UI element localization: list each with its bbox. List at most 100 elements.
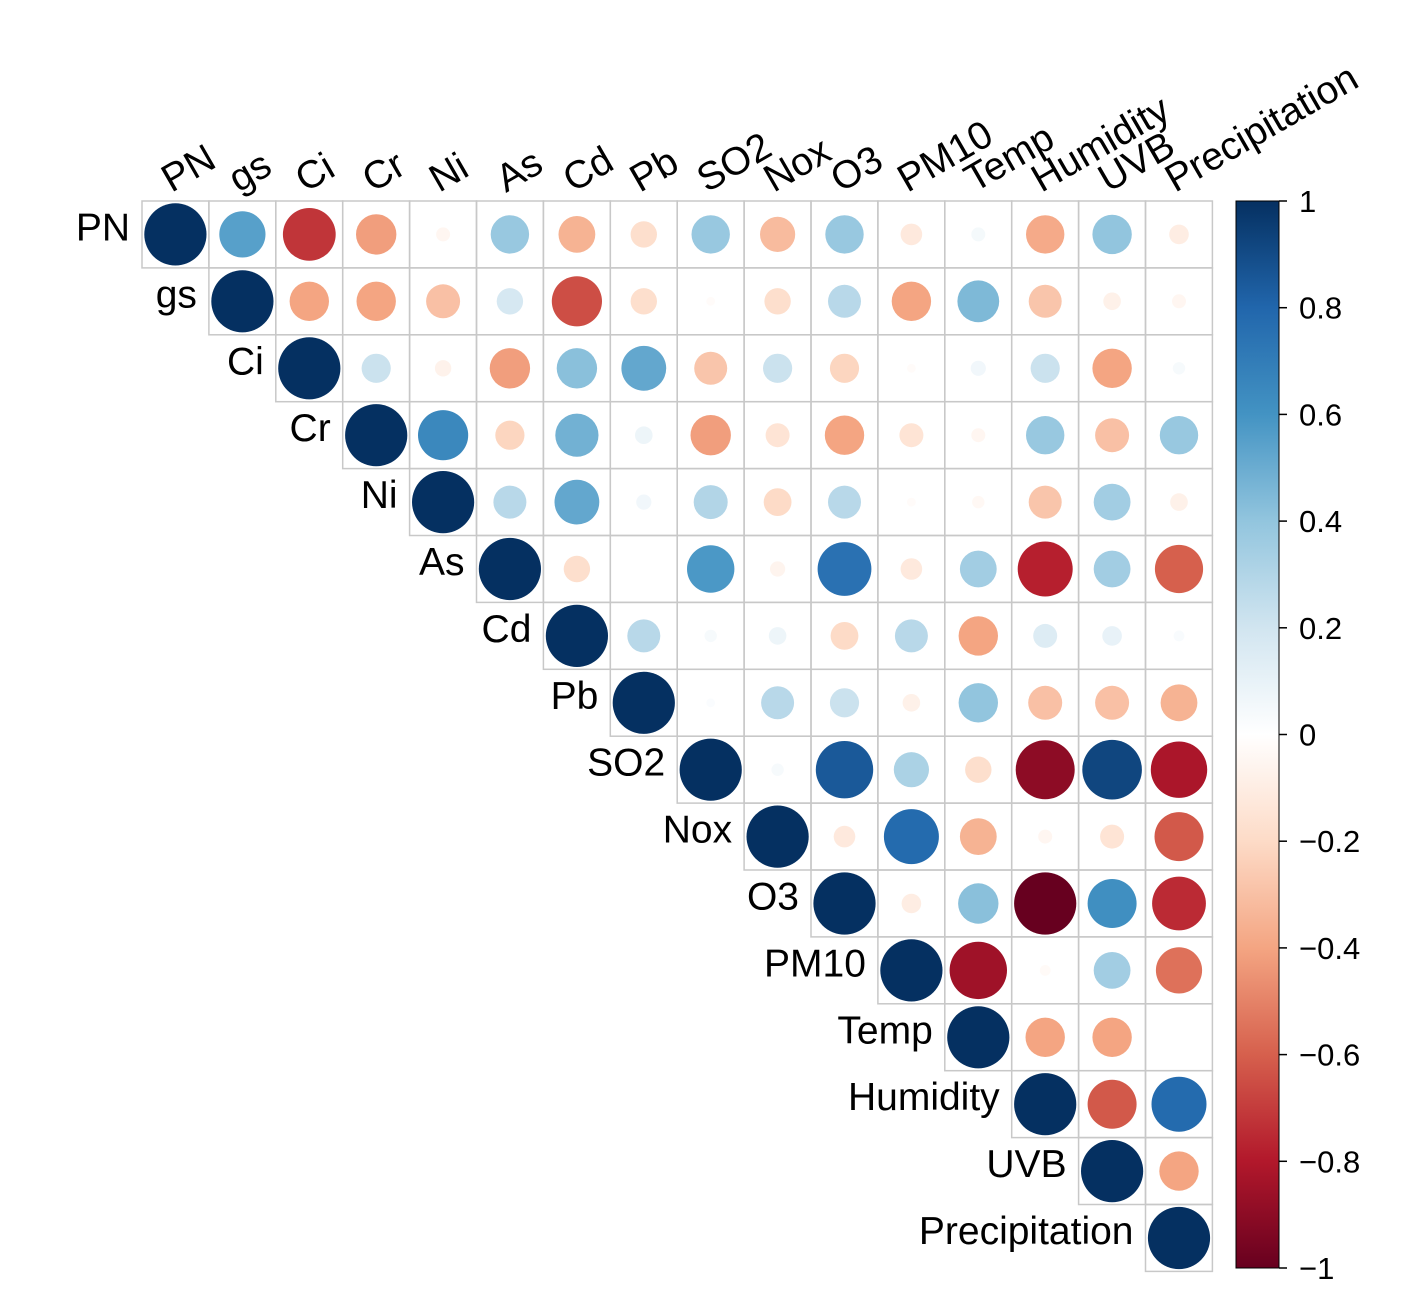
col-label-Ni: Ni: [422, 145, 475, 201]
colorbar: 1 0.8 0.6 0.4 0.2 0 −0.2 −0.4 −0.6 −0.8 −1: [1235, 184, 1360, 1286]
corr-circle-Ci-As: [489, 348, 531, 389]
row-label-Temp: Temp: [837, 1009, 932, 1052]
corr-circle-Ci-UVB: [1092, 348, 1132, 388]
corr-circle-Nox-Temp: [959, 818, 997, 855]
corr-circle-SO2-Temp: [965, 756, 992, 783]
row-label-Ni: Ni: [361, 474, 398, 517]
corr-circle-O3-PM10: [901, 893, 922, 914]
corr-circle-Cr-Ni: [418, 410, 469, 461]
corr-circle-Pb-SO2: [706, 698, 716, 708]
corr-circle-Ni-Humidity: [1028, 485, 1062, 519]
corr-circle-As-Cd: [563, 555, 591, 583]
corr-circle-gs-Nox: [764, 288, 791, 315]
corr-circle-gs-Precipitation: [1172, 294, 1186, 309]
corr-circle-gs-PM10: [891, 281, 932, 321]
corr-circle-Cr-O3: [824, 415, 865, 455]
corr-circle-As-O3: [817, 542, 872, 596]
corr-circle-Cd-UVB: [1102, 626, 1122, 646]
corr-circle-Ci-Cd: [556, 348, 598, 389]
corr-circle-Humidity-Precipitation: [1151, 1076, 1207, 1132]
corr-circle-Cr-Cr: [345, 404, 408, 467]
corr-circle-Pb-Pb: [612, 671, 675, 734]
row-label-PN: PN: [76, 206, 130, 249]
grid-layer: [141, 200, 1214, 1273]
corr-circle-As-UVB: [1093, 550, 1131, 588]
corr-circle-gs-UVB: [1103, 292, 1121, 311]
corr-circle-PN-Temp: [971, 227, 986, 242]
corr-circle-gs-Pb: [630, 288, 657, 315]
corr-circle-PN-PM10: [900, 223, 923, 246]
corr-circle-Ci-SO2: [694, 351, 728, 385]
corr-circle-As-As: [478, 537, 541, 601]
row-label-PM10: PM10: [764, 942, 866, 985]
corr-circle-Ni-Cd: [554, 479, 600, 525]
corr-circle-Cr-As: [495, 420, 525, 450]
corr-circle-Temp-UVB: [1092, 1017, 1132, 1057]
corr-circle-gs-gs: [211, 270, 274, 333]
corr-circle-Cd-SO2: [704, 629, 717, 643]
row-label-As: As: [419, 541, 465, 584]
corr-circle-Ni-Precipitation: [1170, 493, 1188, 511]
corr-circle-Nox-Humidity: [1038, 829, 1053, 844]
corr-circle-Humidity-Humidity: [1014, 1073, 1077, 1136]
corr-circle-PN-UVB: [1092, 214, 1132, 255]
row-label-Cr: Cr: [290, 407, 331, 450]
corr-circle-SO2-SO2: [679, 738, 742, 801]
corr-circle-Cr-Humidity: [1026, 416, 1065, 455]
corr-circle-Nox-Nox: [746, 805, 809, 868]
corr-circle-Nox-O3: [833, 825, 856, 848]
corr-circle-SO2-O3: [815, 741, 874, 799]
corr-circle-PN-Nox: [760, 216, 796, 252]
corr-circle-PM10-Temp: [949, 941, 1007, 1000]
corr-circle-Ci-Precipitation: [1172, 362, 1186, 375]
corr-circle-Precipitation-Precipitation: [1147, 1206, 1211, 1270]
corr-circle-PM10-Precipitation: [1155, 947, 1203, 994]
corr-circle-As-SO2: [687, 545, 735, 593]
col-label-Ci: Ci: [288, 145, 341, 201]
corr-circle-Cr-Cd: [555, 413, 599, 457]
corr-circle-gs-Temp: [957, 280, 1000, 323]
corr-circle-gs-Ci: [289, 281, 329, 321]
corr-circle-PN-Precipitation: [1169, 224, 1189, 245]
corr-circle-PM10-PM10: [880, 939, 943, 1002]
corr-circle-As-Precipitation: [1154, 544, 1204, 594]
col-label-PN: PN: [154, 136, 222, 200]
row-label-O3: O3: [747, 876, 799, 919]
corr-circle-Cd-O3: [830, 622, 859, 650]
corr-circle-As-PM10: [900, 558, 923, 580]
col-label-Precipitation: Precipitation: [1158, 56, 1365, 201]
corr-circle-gs-Ni: [426, 284, 461, 319]
row-label-Nox: Nox: [663, 809, 733, 852]
corr-circle-PN-O3: [825, 215, 864, 254]
grid-cell: [609, 534, 678, 604]
row-label-UVB: UVB: [986, 1143, 1066, 1186]
corr-circle-SO2-UVB: [1082, 739, 1142, 800]
corr-circle-SO2-Nox: [771, 763, 784, 776]
corr-circle-Cd-Precipitation: [1173, 630, 1185, 642]
colorbar-tick-label: 0.6: [1299, 397, 1342, 432]
corr-circle-Ci-Cr: [361, 353, 391, 383]
corr-circle-Ci-Temp: [970, 360, 986, 376]
corr-circle-PN-Ni: [436, 227, 451, 242]
corr-circle-PM10-UVB: [1093, 952, 1131, 989]
corr-circle-O3-Humidity: [1014, 872, 1077, 935]
corr-circle-Humidity-UVB: [1087, 1079, 1137, 1129]
col-label-Pb: Pb: [623, 140, 686, 201]
corr-circle-Ci-Ni: [434, 360, 452, 377]
corr-circle-UVB-UVB: [1081, 1140, 1144, 1203]
corr-circle-As-Humidity: [1017, 541, 1073, 597]
corr-circle-Cr-PM10: [899, 423, 924, 448]
corr-circle-Temp-Temp: [947, 1006, 1010, 1069]
colorbar-tick-label: −0.8: [1299, 1144, 1360, 1179]
corr-circle-PN-gs: [219, 211, 266, 258]
corr-circle-Pb-Nox: [761, 686, 795, 720]
corr-circle-Pb-PM10: [902, 694, 921, 712]
corr-circle-Pb-O3: [829, 688, 860, 718]
corr-circle-PN-Humidity: [1026, 215, 1065, 254]
corr-circle-PN-SO2: [691, 215, 730, 254]
corr-circle-Ci-Ci: [278, 337, 341, 400]
corr-circle-Cd-Cd: [545, 604, 609, 668]
corr-circle-SO2-Precipitation: [1150, 741, 1208, 798]
corr-circle-Temp-Humidity: [1025, 1017, 1065, 1057]
row-label-Pb: Pb: [551, 675, 599, 718]
